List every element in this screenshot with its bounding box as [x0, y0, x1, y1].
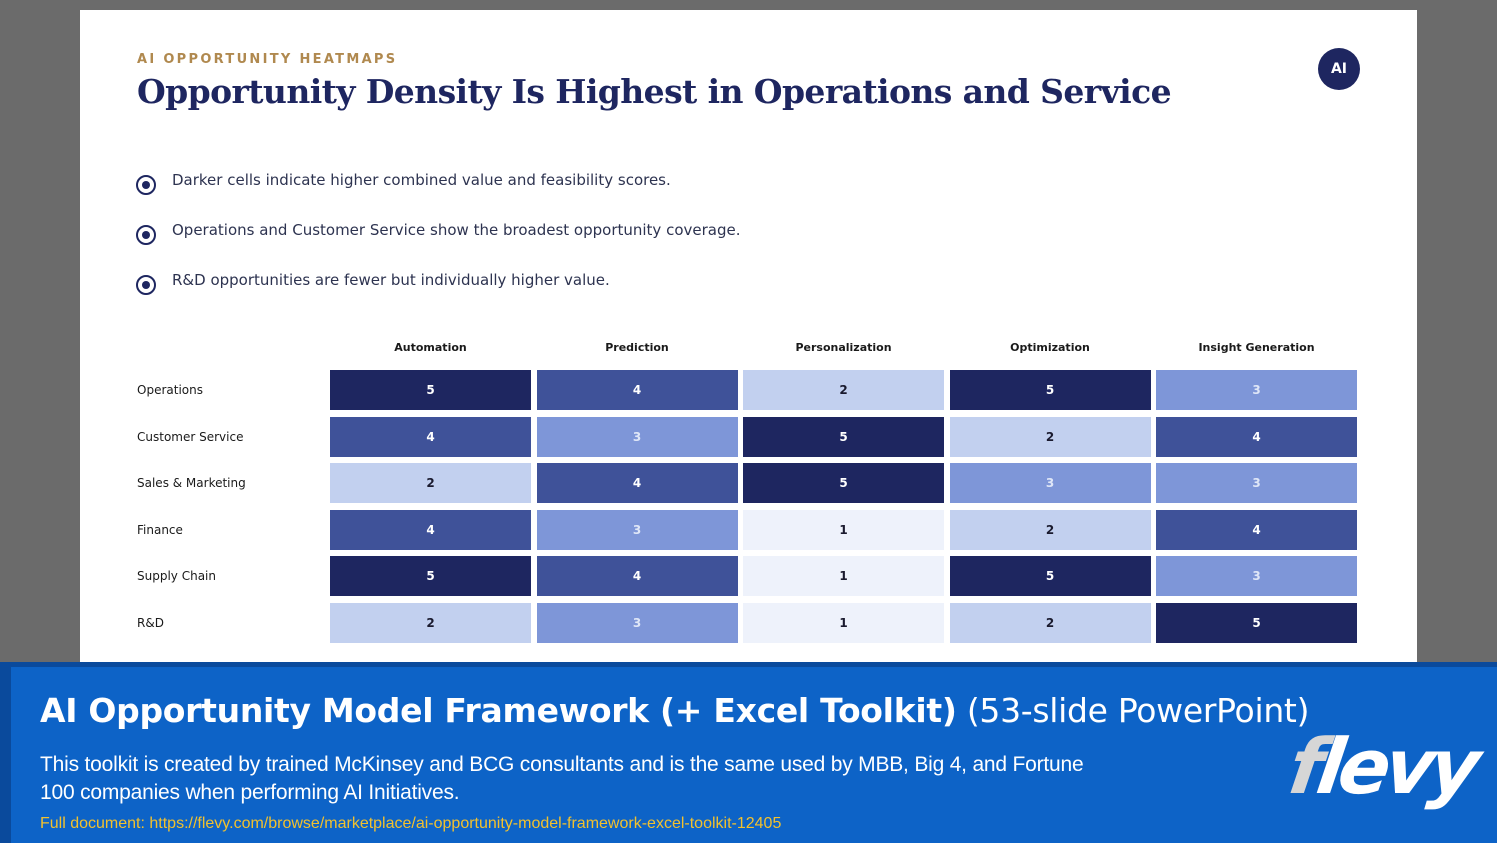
heatmap-cell: 2	[949, 509, 1151, 550]
heatmap-cell: 5	[949, 556, 1151, 596]
bullet-text: Operations and Customer Service show the…	[172, 221, 741, 239]
column-header: Insight Generation	[1198, 341, 1315, 354]
heatmap-cell: 4	[536, 463, 738, 503]
heatmap-cell: 5	[330, 370, 531, 410]
slide-eyebrow: AI OPPORTUNITY HEATMAPS	[137, 52, 398, 67]
logo-letters: levy	[1311, 722, 1482, 811]
row-label: Operations	[137, 383, 203, 397]
heatmap-cell: 5	[1156, 602, 1357, 643]
banner-description: This toolkit is created by trained McKin…	[40, 753, 1084, 804]
heatmap-cell: 5	[743, 416, 944, 457]
heatmap-cell: 3	[1156, 370, 1357, 410]
bullet-text: R&D opportunities are fewer but individu…	[172, 271, 610, 289]
heatmap-cell: 2	[330, 602, 531, 643]
heatmap-cell: 4	[536, 556, 738, 596]
bullet-radio-icon	[136, 225, 156, 245]
heatmap-cell: 2	[949, 602, 1151, 643]
heatmap-cell: 1	[743, 602, 944, 643]
heatmap-cell: 4	[1156, 509, 1357, 550]
heatmap-cell: 4	[536, 370, 738, 410]
promo-banner: AI Opportunity Model Framework (+ Excel …	[0, 662, 1497, 843]
row-label: Supply Chain	[137, 569, 216, 583]
row-label: R&D	[137, 615, 164, 630]
banner-title: AI Opportunity Model Framework (+ Excel …	[40, 691, 1309, 730]
column-header: Prediction	[605, 341, 669, 354]
bullet-radio-icon	[136, 275, 156, 295]
heatmap-cell: 4	[330, 416, 531, 457]
bullet-radio-icon	[136, 175, 156, 195]
bullet-item: Operations and Customer Service show the…	[136, 218, 741, 245]
heatmap-cell: 3	[536, 602, 738, 643]
heatmap-cell: 3	[536, 509, 738, 550]
row-label: Customer Service	[137, 429, 244, 444]
column-header: Personalization	[795, 341, 892, 354]
flevy-logo: flevy	[1284, 722, 1481, 811]
heatmap-cell: 1	[743, 556, 944, 596]
column-header: Automation	[394, 341, 467, 354]
heatmap-cell: 2	[949, 416, 1151, 457]
heatmap-cell: 5	[949, 370, 1151, 410]
heatmap-cell: 3	[536, 416, 738, 457]
heatmap-cell: 4	[1156, 416, 1357, 457]
row-label: Sales & Marketing	[137, 476, 246, 490]
bullet-text: Darker cells indicate higher combined va…	[172, 171, 671, 189]
heatmap-cell: 5	[330, 556, 531, 596]
heatmap-cell: 5	[743, 463, 944, 503]
banner-title-light: (53-slide PowerPoint)	[956, 691, 1310, 730]
heatmap-cell: 2	[743, 370, 944, 410]
heatmap-cell: 3	[949, 463, 1151, 503]
bullet-item: R&D opportunities are fewer but individu…	[136, 268, 610, 295]
slide-title: Opportunity Density Is Highest in Operat…	[137, 72, 1172, 111]
slide: AI OPPORTUNITY HEATMAPS Opportunity Dens…	[80, 10, 1417, 670]
document-link[interactable]: Full document: https://flevy.com/browse/…	[40, 815, 782, 832]
ai-badge: AI	[1318, 48, 1360, 90]
row-label: Finance	[137, 522, 183, 537]
heatmap-cell: 2	[330, 463, 531, 503]
heatmap-cell: 1	[743, 509, 944, 550]
heatmap-cell: 4	[330, 509, 531, 550]
heatmap-cell: 3	[1156, 463, 1357, 503]
heatmap-cell: 3	[1156, 556, 1357, 596]
bullet-item: Darker cells indicate higher combined va…	[136, 168, 671, 195]
column-header: Optimization	[1010, 341, 1090, 354]
banner-title-bold: AI Opportunity Model Framework (+ Excel …	[40, 691, 957, 730]
